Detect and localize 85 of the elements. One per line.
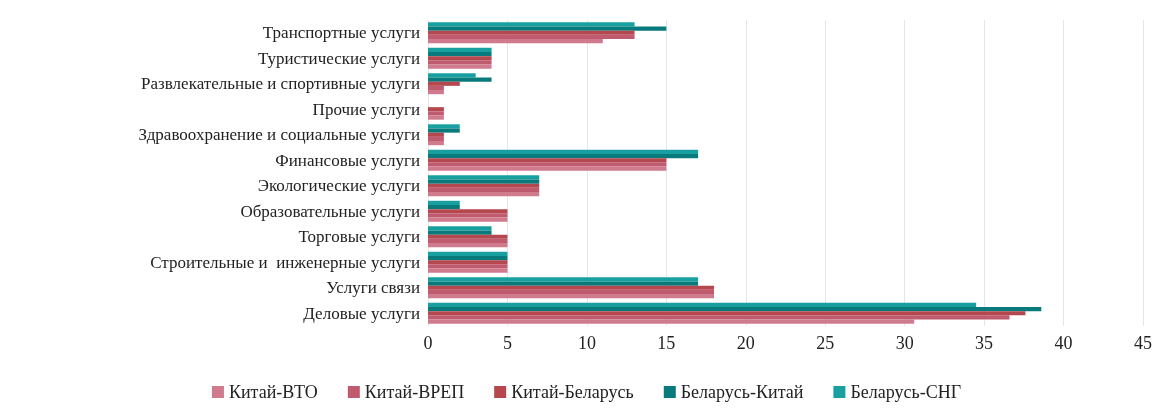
bar: [428, 175, 540, 180]
bar: [428, 183, 540, 188]
bar: [428, 230, 492, 235]
x-tick-label: 5: [502, 333, 512, 353]
y-tick-label: Здравоохранение и социальные услуги: [138, 125, 420, 145]
x-tick-label: 0: [423, 333, 433, 353]
bar: [428, 60, 492, 65]
x-tick-label: 15: [657, 333, 676, 353]
bar: [428, 192, 540, 197]
y-tick-label: Строительные и инженерные услуги: [150, 252, 420, 272]
bar: [428, 132, 444, 137]
x-tick-label: 45: [1134, 333, 1152, 353]
bar: [428, 213, 508, 218]
y-tick-label: Торговые услуги: [298, 227, 420, 247]
y-tick-label: Деловые услуги: [303, 303, 420, 323]
legend-label: Китай-ВТО: [228, 382, 318, 402]
bar: [428, 90, 444, 95]
bar: [428, 243, 508, 248]
bar: [428, 107, 444, 112]
y-tick-label: Туристические услуги: [257, 48, 420, 68]
bar: [428, 81, 460, 86]
bar: [428, 30, 635, 35]
legend-label: Китай-Беларусь: [511, 382, 634, 402]
bar: [428, 277, 699, 282]
bar: [428, 306, 1042, 312]
bar: [428, 51, 492, 57]
bar: [428, 153, 699, 159]
bar: [428, 260, 508, 265]
x-tick-label: 40: [1054, 333, 1073, 353]
bar: [428, 315, 1010, 320]
bar: [428, 124, 460, 129]
bar: [428, 268, 508, 273]
bar: [428, 166, 667, 171]
bar: [428, 294, 714, 299]
y-tick-label: Прочие услуги: [312, 99, 420, 119]
bar: [428, 285, 714, 290]
y-tick-label: Развлекательные и спортивные услуги: [141, 74, 420, 94]
bar: [428, 200, 460, 205]
bar: [428, 115, 444, 120]
x-tick-label: 35: [975, 333, 994, 353]
legend-label: Беларусь-СНГ: [850, 382, 962, 402]
y-tick-label: Транспортные услуги: [262, 23, 420, 43]
bar: [428, 204, 460, 210]
bar: [428, 26, 667, 31]
bar: [428, 311, 1026, 316]
bar: [428, 264, 508, 269]
x-tick-label: 10: [577, 333, 596, 353]
bar: [428, 56, 492, 61]
y-tick-label: Экологические услуги: [257, 176, 420, 196]
bar: [428, 141, 444, 146]
bar: [428, 111, 444, 116]
x-tick-label: 20: [736, 333, 755, 353]
y-tick-label: Услуги связи: [326, 278, 420, 298]
bar: [428, 319, 915, 324]
bar: [428, 289, 714, 295]
bar: [428, 47, 492, 52]
bar: [428, 73, 476, 78]
bar: [428, 238, 508, 244]
bar: [428, 217, 508, 222]
bar: [428, 179, 540, 184]
y-tick-label: Образовательные услуги: [240, 201, 420, 221]
bar: [428, 158, 667, 163]
bar: [428, 187, 540, 193]
bar: [428, 162, 667, 167]
bar: [428, 281, 699, 286]
bar: [428, 234, 508, 239]
bar: [428, 128, 460, 133]
bar: [428, 251, 508, 256]
bar: [428, 77, 492, 82]
bar: [428, 85, 444, 91]
bar: [428, 136, 444, 142]
bar: [428, 226, 492, 231]
bar: [428, 149, 699, 154]
bar: [428, 39, 603, 44]
bar: [428, 34, 635, 40]
x-tick-label: 30: [895, 333, 914, 353]
bar: [428, 302, 977, 307]
x-tick-label: 25: [816, 333, 835, 353]
legend-label: Китай-ВРЕП: [364, 382, 465, 402]
bar: [428, 22, 635, 27]
bar: [428, 64, 492, 69]
bar: [428, 209, 508, 214]
legend-label: Беларусь-Китай: [680, 382, 804, 402]
y-tick-label: Финансовые услуги: [275, 150, 420, 170]
bar: [428, 255, 508, 261]
